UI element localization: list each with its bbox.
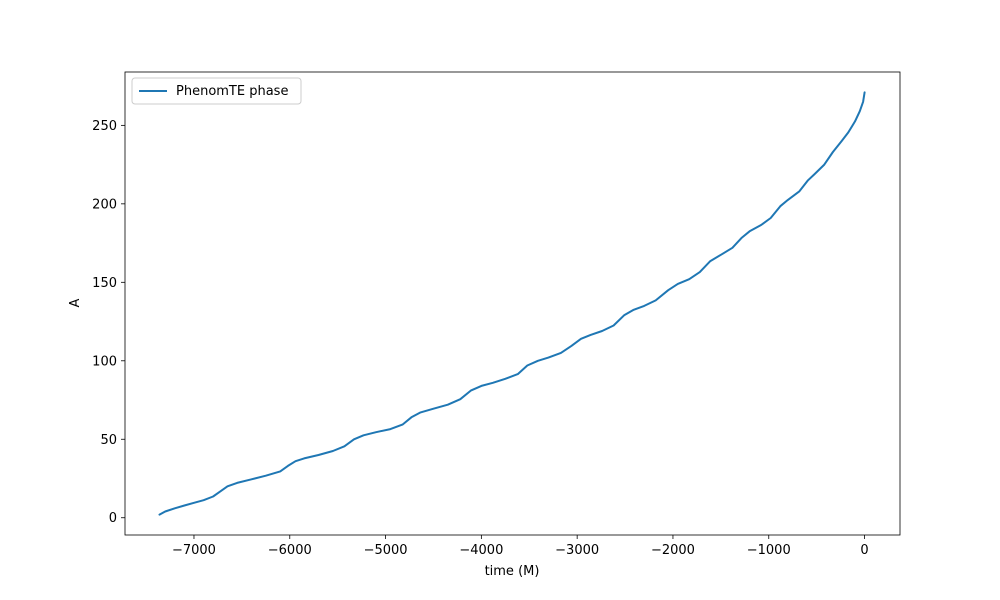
x-axis: −7000 −6000 −5000 −4000 −3000 −2000 −1000 0 — [172, 535, 869, 558]
y-axis-label: A — [68, 298, 83, 307]
plot-area — [125, 72, 900, 535]
x-tick-label: −2000 — [651, 543, 695, 558]
legend: PhenomTE phase — [131, 77, 302, 105]
x-axis-label: time (M) — [485, 564, 540, 579]
y-tick-label: 150 — [92, 276, 117, 291]
x-tick-label: −4000 — [459, 543, 503, 558]
plot-frame — [124, 71, 901, 536]
y-tick-label: 250 — [92, 119, 117, 134]
y-tick-label: 200 — [92, 197, 117, 212]
y-tick-label: 100 — [92, 354, 117, 369]
x-tick-label: −1000 — [747, 543, 791, 558]
x-tick-label: −7000 — [172, 543, 216, 558]
x-tick-label: 0 — [860, 543, 868, 558]
series-layer — [158, 91, 866, 516]
y-tick-label: 50 — [100, 433, 117, 448]
y-tick-label: 0 — [109, 511, 117, 526]
legend-box — [131, 77, 302, 105]
legend-label: PhenomTE phase — [176, 84, 288, 99]
x-tick-label: −3000 — [555, 543, 599, 558]
x-tick-label: −5000 — [364, 543, 408, 558]
y-axis: 0 50 100 150 200 250 — [92, 119, 125, 526]
series-line — [158, 91, 866, 516]
x-tick-label: −6000 — [268, 543, 312, 558]
